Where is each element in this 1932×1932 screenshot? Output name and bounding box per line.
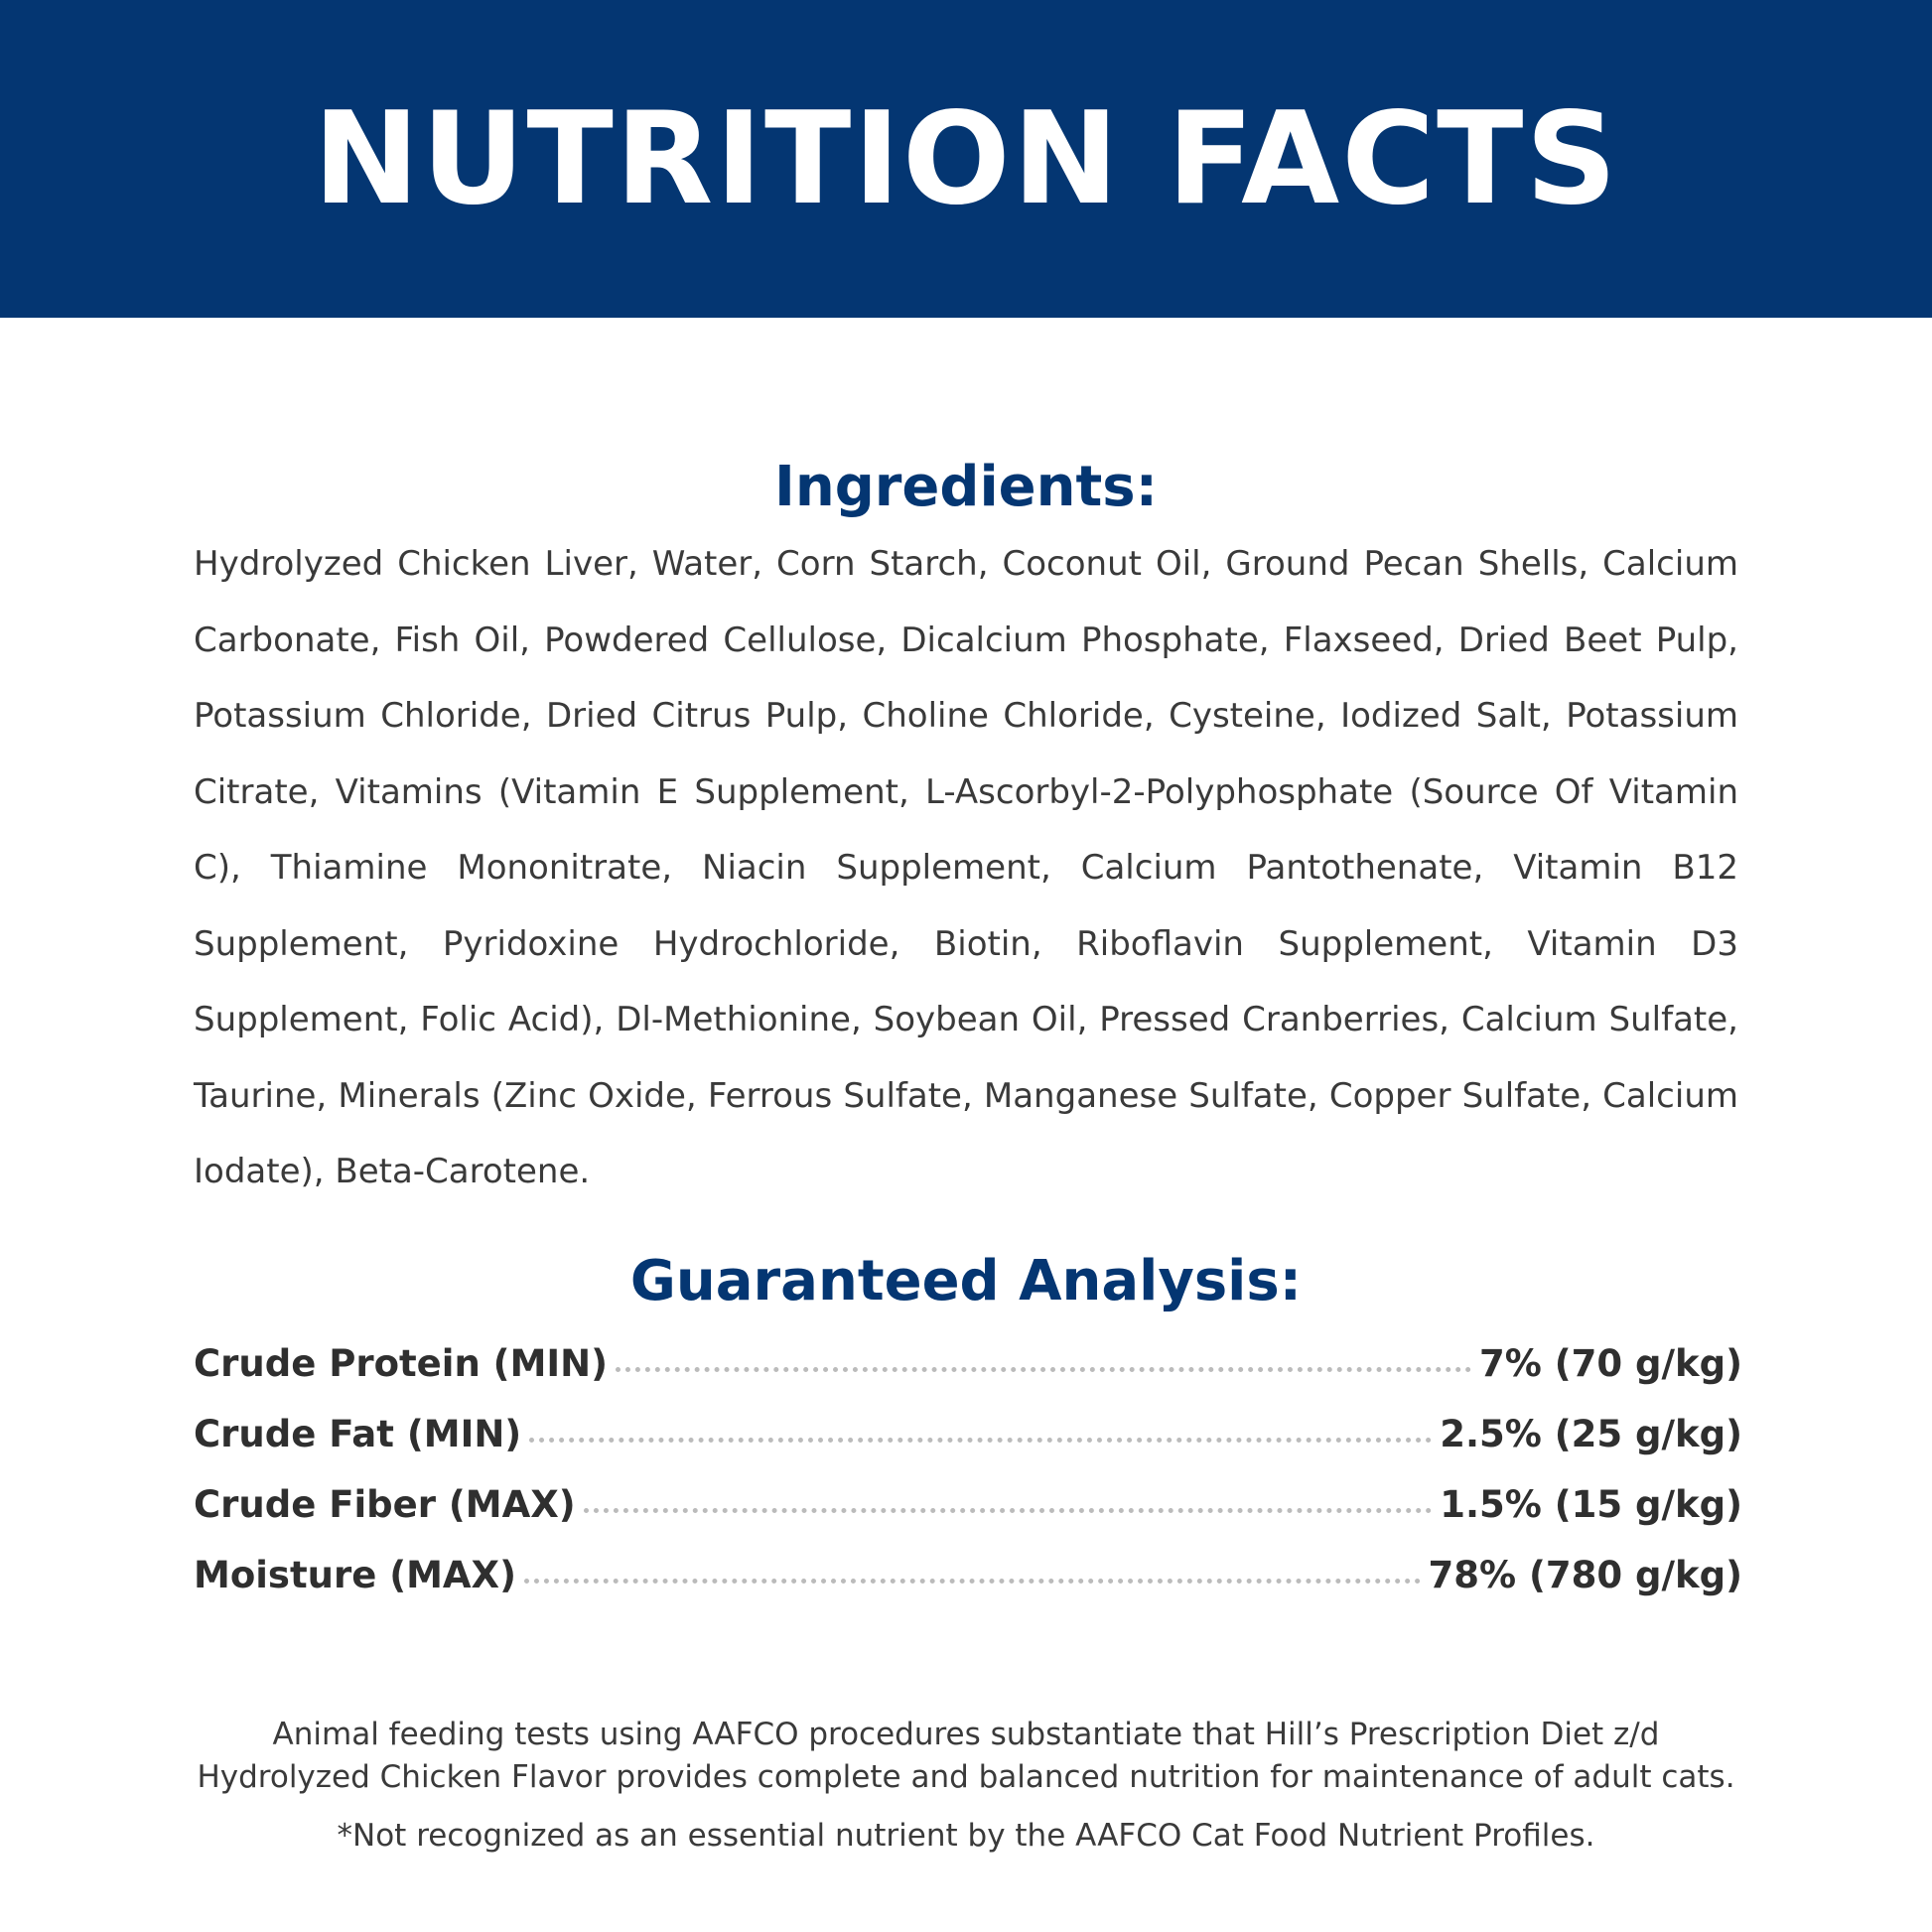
footnote: *Not recognized as an essential nutrient… — [337, 1818, 1595, 1854]
nutrient-value: 1.5% (15 g/kg) — [1440, 1483, 1742, 1526]
analysis-table: Crude Protein (MIN) 7% (70 g/kg) Crude Fat… — [194, 1342, 1742, 1624]
nutrient-label: Moisture (MAX) — [194, 1554, 516, 1596]
ingredients-text: Hydrolyzed Chicken Liver, Water, Corn St… — [194, 544, 1738, 1191]
statement-line: Hydrolyzed Chicken Flavor provides compl… — [197, 1759, 1735, 1795]
dot-leader — [529, 1438, 1433, 1443]
analysis-heading: Guaranteed Analysis: — [629, 1249, 1303, 1313]
dot-leader — [524, 1579, 1421, 1584]
analysis-row: Crude Fiber (MAX) 1.5% (15 g/kg) — [194, 1483, 1742, 1554]
footer: Animal feeding tests using AAFCO procedu… — [0, 1714, 1932, 1858]
nutrient-label: Crude Fat (MIN) — [194, 1413, 522, 1455]
nutrient-label: Crude Fiber (MAX) — [194, 1483, 576, 1526]
analysis-row: Crude Protein (MIN) 7% (70 g/kg) — [194, 1342, 1742, 1413]
dot-leader — [583, 1508, 1433, 1513]
header: NUTRITION FACTS — [0, 0, 1932, 318]
statement-line: Animal feeding tests using AAFCO procedu… — [272, 1717, 1660, 1752]
dot-leader — [616, 1367, 1472, 1372]
nutrient-value: 2.5% (25 g/kg) — [1440, 1413, 1742, 1455]
nutrient-value: 78% (780 g/kg) — [1428, 1554, 1742, 1596]
analysis-row: Crude Fat (MIN) 2.5% (25 g/kg) — [194, 1413, 1742, 1483]
analysis-row: Moisture (MAX) 78% (780 g/kg) — [194, 1554, 1742, 1624]
nutrient-label: Crude Protein (MIN) — [194, 1342, 609, 1385]
ingredients-heading: Ingredients: — [773, 455, 1158, 519]
title: NUTRITION FACTS — [313, 84, 1619, 233]
nutrient-value: 7% (70 g/kg) — [1479, 1342, 1742, 1385]
